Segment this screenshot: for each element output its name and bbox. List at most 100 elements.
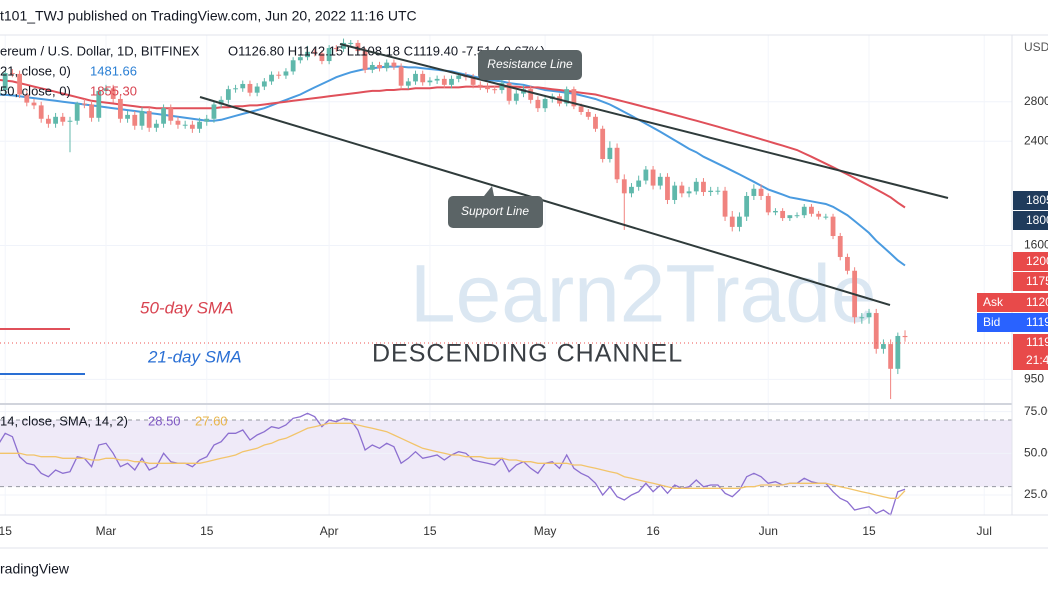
candle-body [269,74,274,82]
candle-body [319,53,325,62]
candle-body [161,108,166,124]
candle-body [132,114,138,126]
candle-body [859,317,865,319]
candle-body [377,64,382,69]
resistance-label: Resistance Line [487,57,573,71]
rsi-value: 28.50 [148,413,181,428]
candle-body [60,116,66,122]
candle-body [881,344,886,349]
ohlc-info: O1126.80 H1142.15 L1108.18 C1119.40 -7.5… [228,43,545,58]
candle-body [744,195,750,217]
candle-body [17,73,22,95]
sma50-name: 50-day SMA [140,298,234,317]
sma50-value: 1855.30 [90,83,137,98]
last-price-tag [1013,334,1048,370]
candle-body [45,118,51,124]
y-tick-label: 2400 [1024,133,1048,147]
x-tick-label: 15 [0,524,12,538]
x-tick-label: 15 [423,524,437,538]
sma21-name: 21-day SMA [147,347,242,366]
sma-line [0,78,906,209]
candle-body [535,99,541,109]
candle-body [492,89,498,91]
candle-body [89,104,94,118]
support-line [199,96,891,306]
ask-label: Ask [983,295,1004,309]
candle-body [729,216,735,227]
candle-body [809,206,814,214]
y-tick-label: 1600 [1024,238,1048,252]
candle-body [773,210,778,213]
last-price: 1119 [1026,335,1048,349]
currency-label: USD [1024,40,1048,54]
candle-body [513,93,519,101]
candle-body [643,169,649,181]
candle-body [197,121,202,129]
candle-body [693,181,699,192]
x-tick-label: 15 [200,524,214,538]
candle-body [146,111,152,128]
candle-body [420,73,426,83]
axis-tag [1013,191,1048,210]
candle-body [542,98,548,109]
candle-body [225,89,231,100]
candle-body [701,181,706,193]
candle-body [53,116,58,124]
candle-body [629,186,634,194]
x-tick-label: Mar [96,524,117,538]
candle-body [564,89,570,104]
candle-body [81,103,87,105]
watermark: Learn2Trade [410,249,877,340]
plot-layer [0,38,908,517]
candle-body [110,88,116,99]
candle-body [614,147,620,180]
candle-body [801,206,807,216]
candle-body [578,106,584,112]
candle-body [333,48,339,50]
candle-body [485,86,490,90]
candle-body [74,103,80,121]
candle-body [9,73,15,75]
candle-body [737,216,742,227]
candle-body [427,80,433,83]
x-tick-label: Apr [320,524,339,538]
candle-body [290,60,296,72]
x-tick-label: Jun [759,524,778,538]
publish-line: t101_TWJ published on TradingView.com, J… [0,8,417,24]
candle-body [600,128,606,160]
candle-body [895,335,901,369]
candle-body [888,344,894,369]
candle-body [254,86,260,93]
rsi-line [0,422,906,499]
candle-body [830,216,836,237]
candle-body [665,176,670,200]
axis-tag [1013,211,1048,230]
background-layer [0,35,1012,515]
countdown: 21:44 [1026,353,1048,367]
rsi-legend: 14, close, SMA, 14, 2) [0,413,128,428]
candle-body [204,118,210,122]
candle-body [845,256,850,271]
resistance-line [339,43,949,199]
x-tick-label: 16 [646,524,660,538]
candle-body [765,195,771,213]
candle-body [168,108,174,121]
candle-body [261,81,267,87]
candle-body [470,77,476,85]
candle-body [348,42,354,44]
candle-body [794,215,800,217]
sma50-legend: 50, close, 0) [0,83,71,98]
candle-body [247,83,253,93]
candle-body [175,120,181,125]
candle-body [391,62,397,67]
candle-body [787,215,793,219]
candle-body [816,213,822,217]
bid-price: 1119 [1026,315,1048,329]
candle-body [189,124,195,129]
candle-body [506,83,512,101]
candle-body [585,111,591,117]
support-label: Support Line [461,204,529,218]
candle-body [499,83,505,91]
candle-body [211,104,217,119]
candle-body [593,116,598,129]
